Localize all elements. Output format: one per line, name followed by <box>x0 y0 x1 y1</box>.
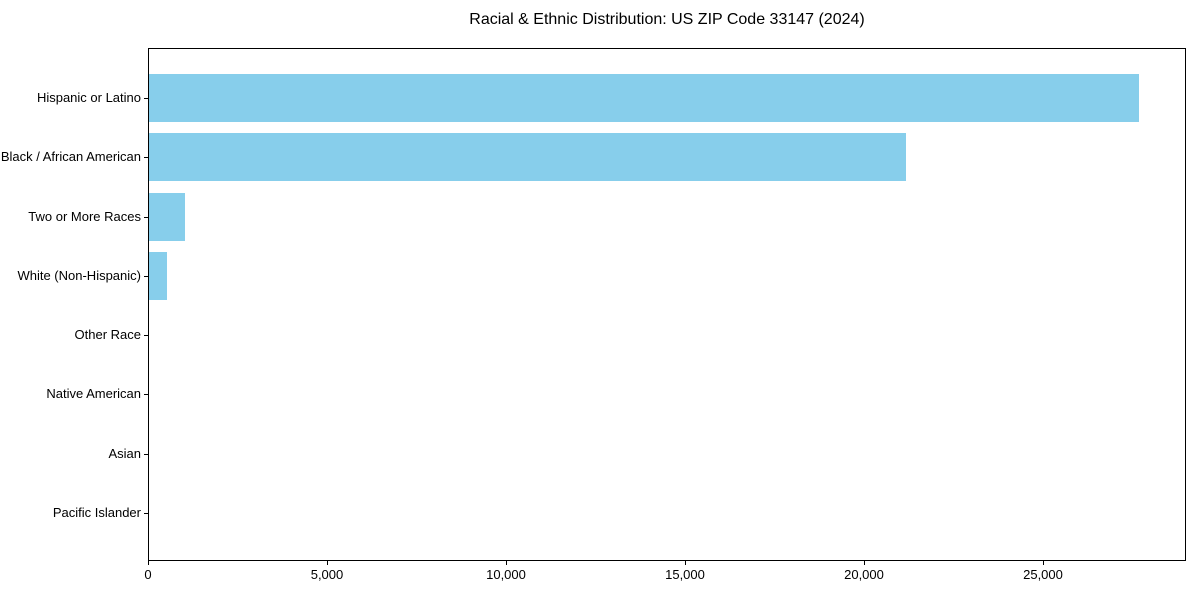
x-tick-mark <box>148 561 149 565</box>
x-tick-label: 5,000 <box>310 567 344 582</box>
y-tick-mark <box>144 394 148 396</box>
y-axis-label: Pacific Islander <box>52 505 141 520</box>
x-tick-mark <box>685 561 686 565</box>
y-tick-mark <box>144 98 148 99</box>
x-tick-mark <box>506 561 507 565</box>
bar-white-non-hispanic <box>149 251 167 300</box>
x-tick-label: 25,000 <box>1023 567 1063 582</box>
y-axis-label: Black / African American <box>0 149 141 165</box>
x-tick-mark <box>1043 561 1044 565</box>
y-axis-label: Two or More Races <box>28 208 141 224</box>
x-tick-label: 10,000 <box>486 567 526 582</box>
x-tick-label: 15,000 <box>665 567 705 582</box>
y-tick-mark <box>144 513 148 514</box>
y-axis-label: Hispanic or Latino <box>36 90 141 105</box>
y-axis-label: Asian <box>108 445 141 461</box>
x-tick-mark <box>327 561 328 565</box>
bar-two-or-more-races <box>149 192 185 241</box>
chart-title: Racial & Ethnic Distribution: US ZIP Cod… <box>469 11 865 28</box>
y-axis-label: White (Non-Hispanic) <box>17 267 141 283</box>
x-tick-label: 0 <box>144 567 152 582</box>
y-tick-mark <box>144 275 148 277</box>
y-tick-mark <box>144 335 148 337</box>
bar-hispanic-or-latino <box>149 74 1139 122</box>
plot-area <box>148 48 1186 561</box>
y-axis-label: Native American <box>46 386 141 402</box>
y-tick-mark <box>144 453 148 455</box>
y-axis-label: Other Race <box>74 327 141 343</box>
bar-black-african-american <box>149 133 906 182</box>
y-tick-mark <box>144 216 148 218</box>
y-tick-mark <box>144 157 148 159</box>
x-tick-label: 20,000 <box>844 567 884 582</box>
x-tick-mark <box>864 561 865 565</box>
